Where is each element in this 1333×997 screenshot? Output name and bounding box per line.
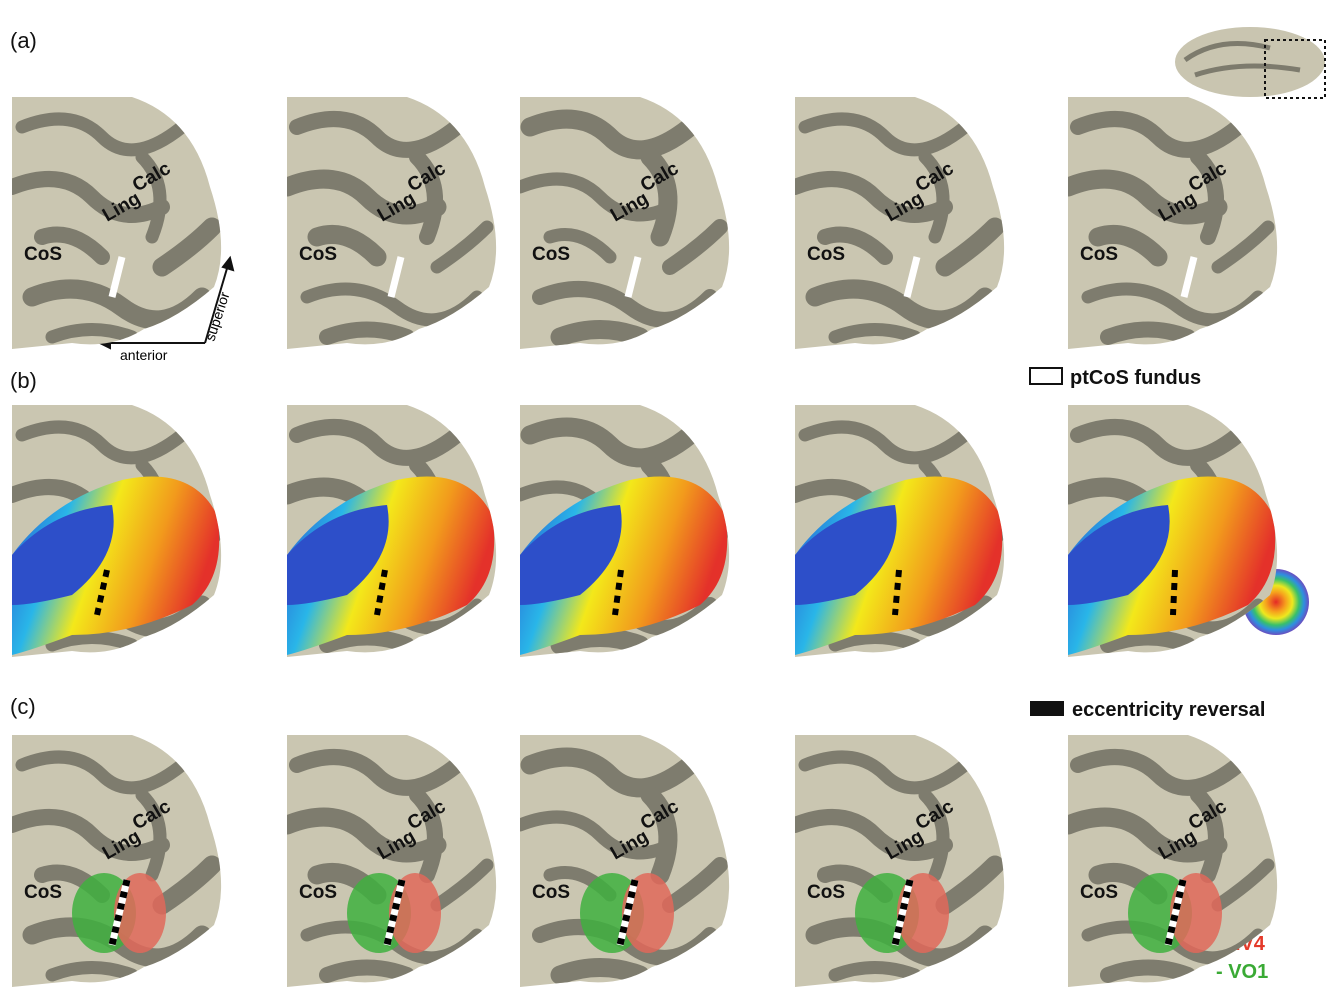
legend-text: - VO1 xyxy=(1216,961,1268,983)
brain-surface xyxy=(795,405,1015,665)
sulcus-label: CoS xyxy=(532,244,570,265)
brain-surface xyxy=(795,97,1015,357)
sulcus-label: CoS xyxy=(807,882,845,903)
brain-surface xyxy=(287,97,507,357)
sulcus xyxy=(52,330,132,338)
sulcus-label: CoS xyxy=(807,244,845,265)
sulcus xyxy=(327,330,407,338)
sulcus xyxy=(1108,330,1188,338)
sulcus-label: CoS xyxy=(24,244,62,265)
brain-surface xyxy=(520,97,740,357)
legend-text: ptCoS fundus xyxy=(1070,367,1201,389)
inset-brain xyxy=(1175,27,1325,98)
surface xyxy=(520,735,740,995)
sulcus xyxy=(327,638,407,646)
brain-panel xyxy=(795,405,1015,665)
sulcus xyxy=(52,968,132,976)
sulcus xyxy=(327,968,407,976)
brain-surface xyxy=(520,735,740,995)
brain-panel xyxy=(287,405,507,665)
sulcus-label: CoS xyxy=(299,244,337,265)
panel-label: (b) xyxy=(10,368,37,393)
direction-label: superior xyxy=(202,290,233,343)
panel-label: (a) xyxy=(10,28,37,53)
sulcus xyxy=(560,330,640,338)
brain-surface xyxy=(12,97,232,357)
brain-surface xyxy=(1068,735,1288,995)
figure: (a) (b) (c) anterior superior ptCoS fund… xyxy=(0,0,1333,997)
brain-surface xyxy=(12,735,232,995)
sulcus xyxy=(835,638,915,646)
sulcus xyxy=(52,638,132,646)
brain-panel xyxy=(12,405,232,665)
brain-surface xyxy=(287,405,507,665)
sulcus xyxy=(560,968,640,976)
sulcus-label: CoS xyxy=(1080,244,1118,265)
sulcus xyxy=(1108,968,1188,976)
sulcus xyxy=(835,330,915,338)
sulcus xyxy=(560,638,640,646)
direction-label: anterior xyxy=(120,347,168,363)
surface xyxy=(520,97,740,357)
sulcus-label: CoS xyxy=(24,882,62,903)
legend-text: eccentricity reversal xyxy=(1072,699,1265,721)
sulcus-label: CoS xyxy=(299,882,337,903)
legend-swatch xyxy=(1030,701,1064,716)
sulcus xyxy=(1108,638,1188,646)
brain-surface xyxy=(520,405,740,665)
brain-panel xyxy=(520,405,740,665)
panel-label: (c) xyxy=(10,694,36,719)
sulcus xyxy=(835,968,915,976)
sulcus-label: CoS xyxy=(1080,882,1118,903)
brain-surface xyxy=(1068,97,1288,357)
sulcus-label: CoS xyxy=(532,882,570,903)
brain-surface xyxy=(12,405,232,665)
brain-surface xyxy=(795,735,1015,995)
brain-panel: CoSLingCalc xyxy=(795,735,1015,995)
legend-swatch xyxy=(1030,368,1062,384)
brain-surface xyxy=(287,735,507,995)
